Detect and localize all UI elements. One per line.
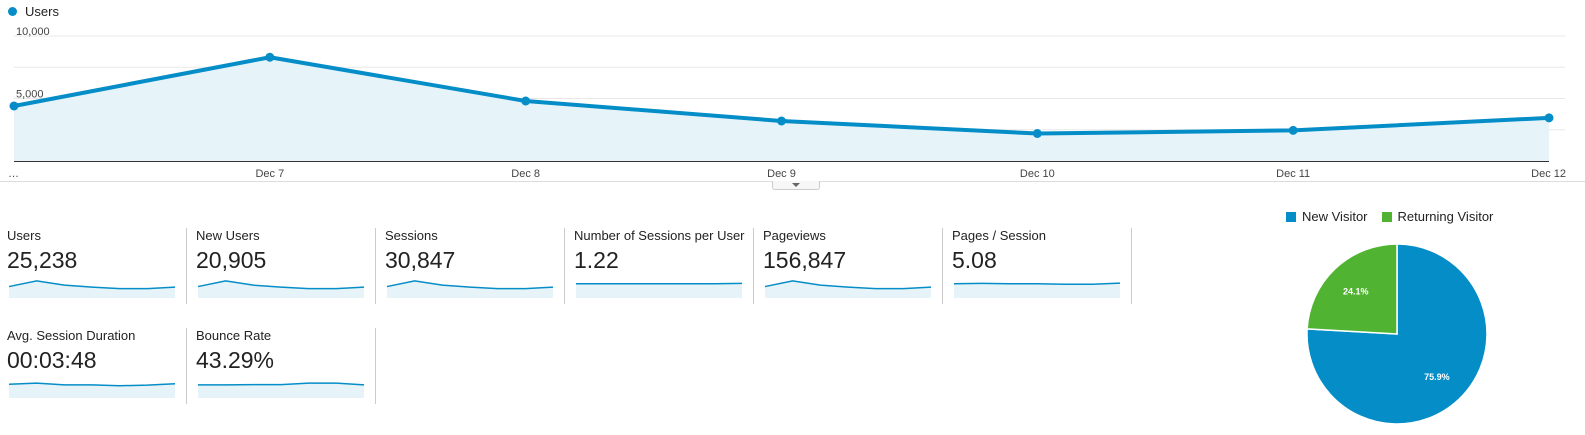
sparkline-fill [576, 283, 742, 298]
pie-data-label: 75.9% [1424, 372, 1450, 382]
metric-label: Pageviews [763, 228, 826, 243]
metric-card[interactable]: Pageviews 156,847 [756, 228, 943, 304]
x-tick-label: Dec 11 [1276, 168, 1310, 180]
pie-legend: New Visitor Returning Visitor [1286, 209, 1493, 224]
metric-sparkline [8, 382, 176, 398]
metric-card[interactable]: Number of Sessions per User 1.22 [567, 228, 754, 304]
metric-label: Bounce Rate [196, 328, 272, 343]
metric-value: 25,238 [7, 247, 78, 273]
metric-sparkline [198, 382, 365, 398]
users-legend-dot [8, 7, 17, 16]
data-point [1032, 129, 1042, 138]
data-point [777, 116, 786, 126]
metric-card[interactable]: Users 25,238 [0, 228, 187, 304]
sparkline-fill [954, 283, 1120, 298]
metric-card[interactable]: New Users 20,905 [189, 228, 376, 304]
metric-sparkline [953, 282, 1121, 298]
metric-sparkline [197, 280, 365, 298]
sparkline-line [198, 382, 365, 386]
sparkline-fill [765, 280, 931, 298]
main-chart-legend: Users [8, 4, 59, 19]
metric-label: New Users [196, 228, 260, 243]
pie-legend-label-new: New Visitor [1302, 209, 1368, 224]
sparkline-line [197, 280, 365, 290]
chart-collapse-toggle[interactable] [772, 181, 820, 190]
returning-visitor-swatch [1381, 211, 1392, 222]
x-tick-label: … [8, 168, 19, 180]
sparkline-fill [9, 280, 175, 298]
x-tick-label: Dec 12 [1531, 168, 1566, 180]
sparkline-line [953, 282, 1121, 286]
main-chart-legend-label: Users [25, 4, 59, 19]
metric-label: Avg. Session Duration [7, 328, 136, 343]
sparkline-fill [198, 383, 364, 398]
metric-sparkline [576, 282, 743, 298]
pie-slice [1306, 243, 1398, 335]
metric-value: 156,847 [763, 247, 847, 273]
x-tick-label: Dec 9 [767, 168, 796, 180]
metric-value: 00:03:48 [7, 347, 97, 373]
pie-data-label: 24.1% [1343, 286, 1369, 296]
data-point [1288, 125, 1298, 135]
data-point [521, 96, 531, 106]
metric-value: 30,847 [385, 247, 456, 273]
metric-label: Users [7, 228, 41, 243]
pie-legend-label-returning: Returning Visitor [1397, 209, 1494, 224]
metric-label: Number of Sessions per User [574, 228, 745, 243]
metric-label: Sessions [385, 228, 438, 243]
metric-card[interactable]: Bounce Rate 43.29% [189, 328, 376, 404]
metric-value: 5.08 [952, 247, 997, 273]
x-tick-label: Dec 10 [1020, 168, 1055, 180]
chevron-down-icon [792, 183, 800, 187]
metric-value: 43.29% [196, 347, 275, 373]
sparkline-line [8, 382, 176, 387]
metric-value: 1.22 [574, 247, 619, 273]
metric-sparkline [764, 280, 932, 298]
users-area-fill [14, 57, 1549, 161]
y-tick-label: 10,000 [16, 26, 50, 38]
data-point [265, 52, 275, 62]
sparkline-line [764, 280, 932, 290]
x-tick-label: Dec 7 [255, 168, 284, 180]
data-point [9, 101, 19, 111]
metric-label: Pages / Session [952, 228, 1046, 243]
sparkline-fill [9, 383, 175, 398]
metric-card[interactable]: Pages / Session 5.08 [945, 228, 1132, 304]
sparkline-fill [387, 280, 553, 298]
metric-card[interactable]: Avg. Session Duration 00:03:48 [0, 328, 187, 404]
metric-card[interactable]: Sessions 30,847 [378, 228, 565, 304]
sparkline-fill [198, 280, 364, 298]
metric-sparkline [386, 280, 554, 298]
data-point [1544, 113, 1554, 123]
x-tick-label: Dec 8 [511, 168, 540, 180]
metric-sparkline [8, 280, 176, 298]
visitor-pie-chart: 75.9% 24.1% [1306, 243, 1488, 425]
new-visitor-swatch [1286, 211, 1296, 222]
sparkline-line [386, 280, 554, 290]
sparkline-line [8, 280, 176, 290]
users-line-chart: 10,000 5,000 … Dec 7 Dec 8 Dec 9 Dec 10 Dec 11 D… [0, 26, 1585, 182]
y-tick-label: 5,000 [16, 89, 44, 101]
metric-value: 20,905 [196, 247, 267, 273]
